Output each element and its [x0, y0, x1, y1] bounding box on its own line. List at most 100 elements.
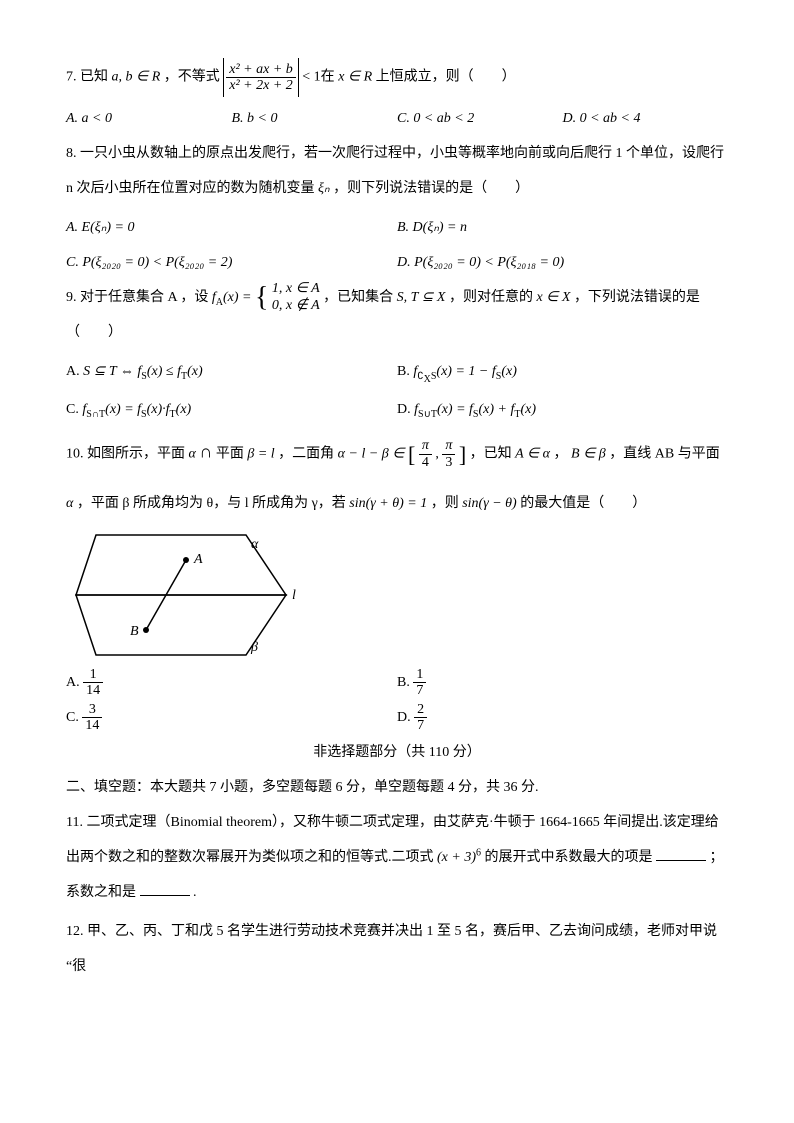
q10-C-den: 14	[82, 718, 102, 733]
q10-B-num: 1	[413, 667, 426, 683]
q9-opt-a: A. S ⊆ T ⇔ fS(x) ≤ fT(x)	[66, 354, 397, 392]
question-8: 8. 一只小虫从数轴上的原点出发爬行，若一次爬行过程中，小虫等概率地向前或向后爬…	[66, 136, 728, 206]
q10-alpha: α	[189, 447, 196, 462]
q9-stem-b: ，已知集合	[323, 290, 393, 305]
q10-Aa: A ∈ α	[515, 447, 550, 462]
q9-brace: {	[255, 282, 268, 313]
q9-fa: fA(x) =	[212, 290, 252, 305]
q10-l2d: 的最大值是（ ）	[520, 496, 646, 511]
q11-blank1	[656, 846, 706, 861]
q7-opt-c: C. 0 < ab < 2	[397, 101, 563, 136]
q10-opt-c: C. 3 14	[66, 700, 397, 735]
question-12: 12. 甲、乙、丙、丁和戊 5 名学生进行劳动技术竞赛并决出 1 至 5 名，赛…	[66, 914, 728, 984]
q10-fr1n: π	[419, 438, 432, 454]
q10-A-frac: 1 14	[83, 667, 103, 699]
q10-stem-c: ，二面角	[278, 447, 334, 462]
q10-fr2d: 3	[442, 455, 455, 470]
q10-C-frac: 3 14	[82, 702, 102, 734]
q9-sets: S, T ⊆ X	[397, 290, 446, 305]
q11-expr: (x + 3)6	[437, 850, 481, 865]
q7-stem-c: < 1在	[302, 70, 334, 85]
q10-eq2: sin(γ − θ)	[462, 496, 517, 511]
q10-A-num: 1	[83, 667, 103, 683]
q10-fr2: π 3	[442, 438, 455, 470]
q8-options: A. E(ξₙ) = 0 B. D(ξₙ) = n C. P(ξ₂₀₂₀ = 0…	[66, 210, 728, 280]
q10-options: A. 1 14 B. 1 7 C. 3 14 D. 2 7	[66, 665, 728, 735]
q7-frac-num: x² + ax + b	[226, 62, 296, 78]
q9-A-label: A.	[66, 364, 83, 379]
q7-abs: x² + ax + b x² + 2x + 2	[223, 58, 299, 97]
q10-stem-d: ，已知	[470, 447, 512, 462]
q11-blank2	[140, 881, 190, 896]
q9-A-math: S ⊆ T ⇔ fS(x) ≤ fT(x)	[83, 364, 203, 379]
q10-eq1: sin(γ + θ) = 1	[349, 496, 427, 511]
q8-opt-a: A. E(ξₙ) = 0	[66, 210, 397, 245]
q10-opt-a: A. 1 14	[66, 665, 397, 700]
q7-stem-d: 上恒成立，则（ ）	[376, 70, 516, 85]
q10-fr1: π 4	[419, 438, 432, 470]
q9-opt-b: B. f∁XS(x) = 1 − fS(x)	[397, 354, 728, 392]
q8-xi: ξₙ	[318, 181, 330, 196]
q10-cap: ∩	[199, 442, 212, 462]
q10-dihedral: α − l − β ∈	[338, 447, 405, 462]
q10-diagram: ABαβl	[66, 525, 306, 665]
q10-B-label: B.	[397, 675, 413, 690]
q10-stem-a: 10. 如图所示，平面	[66, 447, 185, 462]
q10-fr1d: 4	[419, 455, 432, 470]
q7-frac-den: x² + 2x + 2	[226, 78, 296, 93]
q10-D-den: 7	[414, 718, 427, 733]
q10-D-num: 2	[414, 702, 427, 718]
q9-D-math: fS∪T(x) = fS(x) + fT(x)	[414, 402, 536, 417]
q8-opt-b: B. D(ξₙ) = n	[397, 210, 728, 245]
question-10: 10. 如图所示，平面 α ∩ 平面 β = l ，二面角 α − l − β …	[66, 427, 728, 482]
q10-C-label: C.	[66, 710, 82, 725]
q10-B-frac: 1 7	[413, 667, 426, 699]
q9-stem-c: ，则对任意的	[449, 290, 533, 305]
q10-stem-f: ，直线 AB 与平面	[609, 447, 719, 462]
q10-opt-b: B. 1 7	[397, 665, 728, 700]
q9-C-label: C.	[66, 402, 82, 417]
q10-D-label: D.	[397, 710, 414, 725]
q9-opt-d: D. fS∪T(x) = fS(x) + fT(x)	[397, 392, 728, 427]
q8-stem2: ，则下列说法错误的是（ ）	[333, 181, 529, 196]
q7-stem-b: ，不等式	[164, 70, 220, 85]
svg-text:A: A	[193, 552, 203, 567]
q10-D-frac: 2 7	[414, 702, 427, 734]
q9-options: A. S ⊆ T ⇔ fS(x) ≤ fT(x) B. f∁XS(x) = 1 …	[66, 354, 728, 427]
q10-beta: β = l	[247, 447, 274, 462]
svg-text:B: B	[130, 624, 139, 639]
section-header: 非选择题部分（共 110 分）	[66, 735, 728, 770]
q10-A-label: A.	[66, 675, 83, 690]
q10-stem-e: ，	[554, 447, 568, 462]
q9-C-math: fS∩T(x) = fS(x)·fT(x)	[82, 402, 191, 417]
q9-B-math: f∁XS(x) = 1 − fS(x)	[413, 364, 517, 379]
q10-l2a: α	[66, 496, 73, 511]
q7-var-xr: x ∈ R	[338, 70, 372, 85]
q10-fr2n: π	[442, 438, 455, 454]
q8-opt-d: D. P(ξ₂₀₂₀ = 0) < P(ξ₂₀₁₈ = 0)	[397, 245, 728, 280]
q11-stem-d: .	[193, 885, 197, 900]
q11-stem-b: 的展开式中系数最大的项是	[485, 850, 653, 865]
q7-opt-d: D. 0 < ab < 4	[563, 101, 729, 136]
q7-stem-a: 7. 已知	[66, 70, 108, 85]
q10-l2b: ，平面 β 所成角均为 θ，与 l 所成角为 γ，若	[77, 496, 346, 511]
q10-opt-d: D. 2 7	[397, 700, 728, 735]
q9-B-label: B.	[397, 364, 413, 379]
q9-D-label: D.	[397, 402, 414, 417]
q9-varx: x ∈ X	[536, 290, 570, 305]
svg-text:α: α	[251, 537, 259, 552]
q9-opt-c: C. fS∩T(x) = fS(x)·fT(x)	[66, 392, 397, 427]
q10-brl: [	[408, 442, 415, 467]
q9-case2: 0, x ∉ A	[272, 298, 320, 313]
q10-Bb: B ∈ β	[571, 447, 606, 462]
q7-opt-a: A. a < 0	[66, 101, 232, 136]
q10-comma: ,	[435, 447, 442, 462]
q10-stem-b: 平面	[216, 447, 244, 462]
q7-opt-b: B. b < 0	[232, 101, 398, 136]
question-7: 7. 已知 a, b ∈ R ，不等式 x² + ax + b x² + 2x …	[66, 58, 728, 97]
q9-case1: 1, x ∈ A	[272, 281, 320, 296]
question-11: 11. 二项式定理（Binomial theorem），又称牛顿二项式定理，由艾…	[66, 805, 728, 910]
q9-cases: 1, x ∈ A 0, x ∉ A	[272, 281, 320, 315]
svg-text:β: β	[250, 640, 258, 655]
q8-opt-c: C. P(ξ₂₀₂₀ = 0) < P(ξ₂₀₂₀ = 2)	[66, 245, 397, 280]
